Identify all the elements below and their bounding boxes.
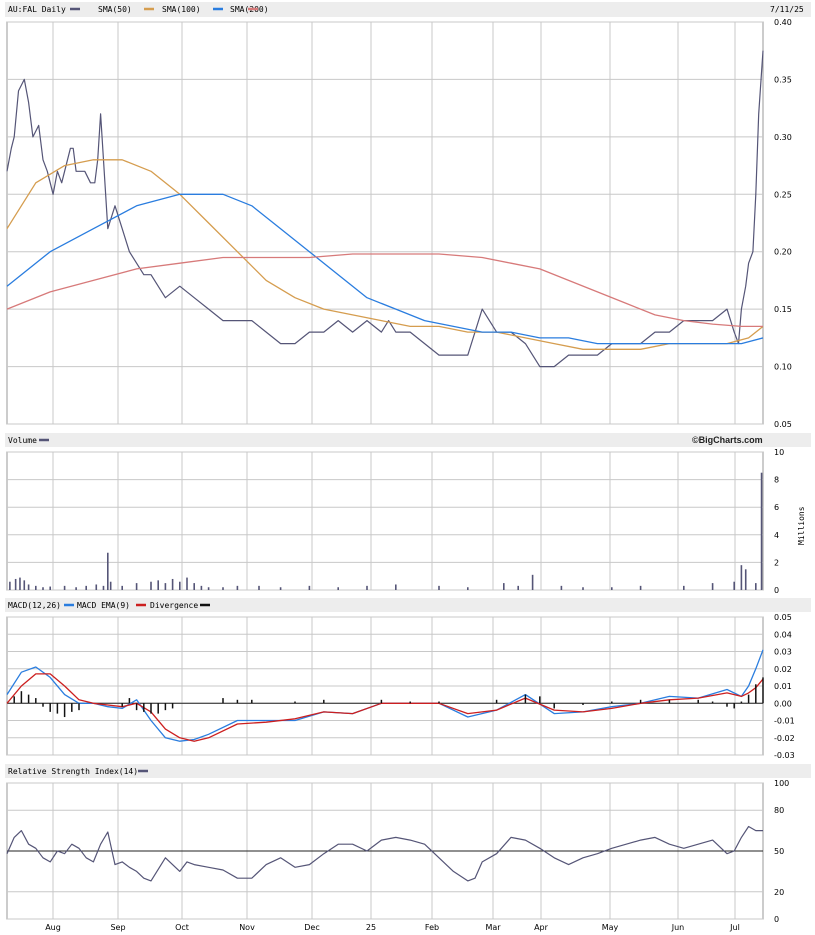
bigcharts-watermark: ©BigCharts.com (692, 435, 763, 445)
y-tick-label: 0.03 (774, 648, 792, 657)
price-grid (7, 21, 763, 425)
y-tick-label: 0.20 (774, 248, 792, 257)
y-tick-label: 0.05 (774, 420, 792, 429)
y-tick-label: 0.04 (774, 630, 792, 639)
y-tick-label: 0.30 (774, 133, 792, 142)
rsi-line (6, 825, 763, 882)
y-tick-label: 4 (774, 531, 779, 540)
x-tick-label: Apr (534, 923, 549, 932)
price-header: AU:FAL Daily SMA(50) SMA(100) SMA(200) 7… (5, 2, 811, 17)
rsi-series (6, 825, 763, 882)
x-tick-label: Oct (175, 923, 189, 932)
y-tick-label: 0 (774, 915, 779, 924)
y-tick-label: -0.03 (774, 751, 795, 760)
rsi-title: Relative Strength Index(14) (8, 767, 138, 776)
volume-grid (7, 451, 763, 591)
price-y-ticks: 0.40 0.35 0.30 0.25 0.20 0.15 0.10 0.05 (774, 18, 792, 429)
y-tick-label: -0.01 (774, 717, 795, 726)
divergence-legend: Divergence (150, 601, 198, 610)
y-tick-label: 0.00 (774, 699, 792, 708)
macd-y-ticks: 0.05 0.04 0.03 0.02 0.01 0.00 -0.01 -0.02 -0.03 (774, 613, 795, 760)
y-tick-label: 0.10 (774, 363, 792, 372)
x-tick-label: Dec (304, 923, 319, 932)
y-tick-label: 0.02 (774, 665, 792, 674)
x-tick-label: Sep (110, 923, 125, 932)
x-tick-label: Mar (485, 923, 501, 932)
y-tick-label: 100 (774, 779, 789, 788)
volume-unit-label: Millions (797, 506, 806, 545)
price-panel: 0.40 0.35 0.30 0.25 0.20 0.15 0.10 0.05 (6, 18, 792, 429)
y-tick-label: 0.15 (774, 305, 792, 314)
y-tick-label: 10 (774, 448, 784, 457)
sma100-legend: SMA(100) (162, 5, 201, 14)
y-tick-label: -0.02 (774, 734, 795, 743)
volume-bars (9, 472, 763, 590)
price-title: AU:FAL Daily (8, 5, 66, 14)
x-tick-label: Jul (729, 923, 740, 932)
sma200-line (6, 253, 763, 328)
y-tick-label: 2 (774, 558, 779, 567)
rsi-panel: 100 80 50 20 0 (6, 779, 789, 924)
y-tick-label: 0.05 (774, 613, 792, 622)
volume-header: Volume ©BigCharts.com (5, 433, 811, 447)
y-tick-label: 0.01 (774, 682, 792, 691)
y-tick-label: 0.35 (774, 75, 792, 84)
sma50-line (6, 159, 764, 350)
sma50-legend: SMA(50) (98, 5, 132, 14)
y-tick-label: 0 (774, 586, 779, 595)
volume-title: Volume (8, 436, 37, 445)
x-tick-label: Nov (239, 923, 255, 932)
volume-panel: 10 8 6 4 2 0 Millions (6, 448, 806, 595)
x-axis-month-labels: Aug Sep Oct Nov Dec 25 Feb Mar Apr May Jun Jul (45, 923, 740, 932)
x-tick-label: 25 (366, 923, 376, 932)
macd-panel: 0.05 0.04 0.03 0.02 0.01 0.00 -0.01 -0.02 -0.03 (6, 613, 795, 760)
y-tick-label: 6 (774, 503, 779, 512)
y-tick-label: 8 (774, 476, 779, 485)
macd-title: MACD(12,26) (8, 601, 61, 610)
volume-y-ticks: 10 8 6 4 2 0 (774, 448, 784, 595)
macd-header: MACD(12,26) MACD EMA(9) Divergence (5, 598, 811, 612)
x-tick-label: Aug (45, 923, 61, 932)
x-tick-label: Feb (425, 923, 439, 932)
macd-series (6, 649, 764, 742)
y-tick-label: 80 (774, 806, 784, 815)
rsi-y-ticks: 100 80 50 20 0 (774, 779, 789, 924)
y-tick-label: 0.40 (774, 18, 792, 27)
chart-date: 7/11/25 (770, 5, 804, 14)
y-tick-label: 20 (774, 888, 784, 897)
y-tick-label: 50 (774, 847, 784, 856)
y-tick-label: 0.25 (774, 190, 792, 199)
macd-ema-legend: MACD EMA(9) (77, 601, 130, 610)
sma100-line (6, 193, 764, 345)
rsi-header: Relative Strength Index(14) (5, 764, 811, 778)
price-series (6, 50, 764, 368)
rsi-grid (7, 782, 763, 920)
x-tick-label: Jun (671, 923, 685, 932)
x-tick-label: May (602, 923, 619, 932)
